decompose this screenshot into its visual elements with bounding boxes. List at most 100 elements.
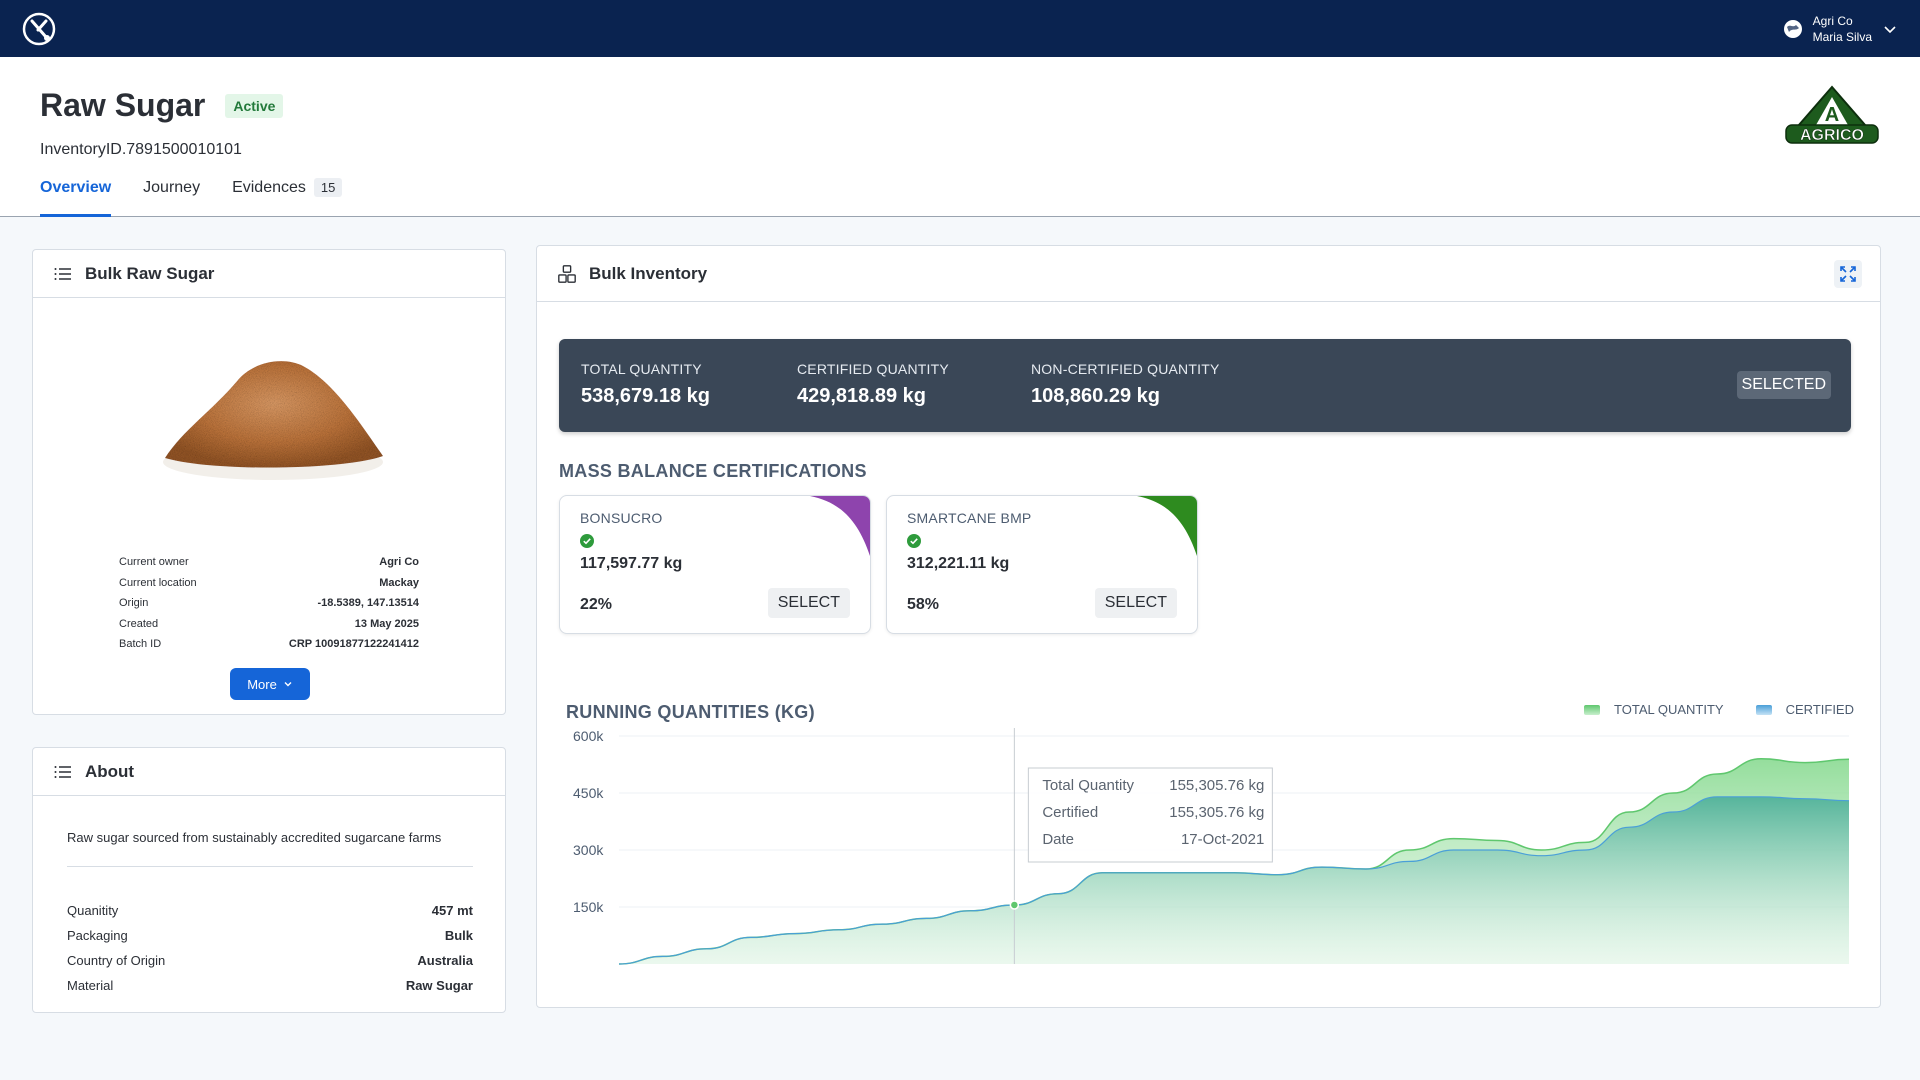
y-tick-label: 150k [573,899,604,915]
tooltip-value: 155,305.76 kg [1169,804,1264,821]
brand-logo-text: AGRICO [1800,127,1864,144]
bulk-inventory-card: Bulk Inventory TOTAL QUANTITY 538,679.18… [536,245,1881,1008]
detail-value: CRP 10091877122241412 [288,638,419,650]
y-tick-label: 600k [573,728,604,744]
check-circle-icon [580,534,594,548]
detail-label: Current location [119,576,197,589]
detail-row: Current owner Agri Co [119,552,419,573]
quantity-summary-banner[interactable]: TOTAL QUANTITY 538,679.18 kg CERTIFIED Q… [559,339,1851,432]
about-row: Packaging Bulk [67,923,473,948]
about-card: About Raw sugar sourced from sustainably… [32,747,506,1013]
cert-corner-accent [810,496,870,556]
agrico-brand-logo: A AGRICO [1785,85,1879,144]
chart-tooltip: Total Quantity 155,305.76 kg Certified 155,… [1027,767,1273,863]
tooltip-label: Total Quantity [1042,777,1134,794]
legend-label: TOTAL QUANTITY [1614,702,1724,717]
about-label: Packaging [67,928,128,943]
detail-row: Origin -18.5389, 147.13514 [119,593,419,614]
check-circle-icon [907,534,921,548]
running-quantities-chart[interactable]: 600k 450k 300k 150k Total Quantity 155,305.7… [537,726,1880,1006]
tooltip-value: 17-Oct-2021 [1181,831,1264,848]
cert-card-bonsucro[interactable]: BONSUCRO 117,597.77 kg 22% SELECT [559,495,871,634]
detail-value: Agri Co [379,556,419,568]
cert-corner-accent [1137,496,1197,556]
top-bar: Agri Co Maria Silva [0,0,1920,57]
card-title: Bulk Raw Sugar [85,263,215,283]
y-tick-label: 300k [573,842,604,858]
page-title: Raw Sugar [40,87,206,123]
page-header: Raw Sugar Active InventoryID.78915000101… [0,57,1920,217]
total-quantity-summary: TOTAL QUANTITY 538,679.18 kg [581,361,710,408]
tooltip-box [1027,767,1273,863]
summary-value: 538,679.18 kg [581,385,710,407]
chart-title: RUNNING QUANTITIES (KG) [566,702,815,722]
select-button[interactable]: SELECT [767,588,850,618]
detail-label: Created [119,617,159,630]
chevron-down-icon [284,682,292,687]
about-table: Quanitity 457 mt Packaging Bulk Country of… [67,898,473,998]
tooltip-label: Certified [1042,804,1098,821]
hover-point [1009,900,1020,910]
area-certified [619,796,1849,964]
tooltip-label: Date [1042,831,1074,848]
tab-overview[interactable]: Overview [40,179,112,217]
tab-evidences[interactable]: Evidences 15 [232,178,343,217]
about-description: Raw sugar sourced from sustainably accre… [67,830,442,845]
card-title: About [85,761,135,781]
about-row: Quanitity 457 mt [67,898,473,923]
user-menu[interactable]: Agri Co Maria Silva [1783,12,1898,46]
user-org: Agri Co [1812,14,1853,28]
cert-name: BONSUCRO [580,510,663,526]
detail-label: Origin [119,597,149,609]
tab-bar: Overview Journey Evidences 15 [40,178,343,217]
expand-button[interactable] [1834,260,1862,288]
non-certified-quantity-summary: NON-CERTIFIED QUANTITY 108,860.29 kg [1031,361,1219,408]
cert-quantity: 312,221.11 kg [907,555,1010,572]
org-globe-icon [1783,20,1802,38]
about-value: Bulk [444,928,473,943]
about-label: Quanitity [67,903,119,918]
divider [67,866,473,867]
raw-sugar-image [163,361,383,480]
detail-label: Batch ID [119,638,162,650]
card-title: Bulk Inventory [589,263,708,283]
tab-label: Evidences [232,179,306,196]
y-tick-label: 450k [573,785,604,801]
about-value: 457 mt [431,903,473,918]
details-table: Current owner Agri Co Current location Mac… [119,552,419,655]
about-row: Country of Origin Australia [67,948,473,973]
summary-label: CERTIFIED QUANTITY [797,361,949,377]
detail-value: 13 May 2025 [354,617,419,630]
about-label: Country of Origin [67,953,166,968]
user-name: Maria Silva [1812,30,1872,44]
cert-card-smartcane-bmp[interactable]: SMARTCANE BMP 312,221.11 kg 58% SELECT [886,495,1198,634]
user-info: Agri Co Maria Silva [1813,13,1872,45]
tab-label: Overview [40,179,112,196]
selected-button[interactable]: SELECTED [1736,371,1831,399]
more-button[interactable]: More [230,668,310,700]
summary-value: 108,860.29 kg [1031,385,1160,407]
svg-text:A: A [1825,104,1839,126]
list-icon [54,267,71,280]
summary-value: 429,818.89 kg [797,385,926,407]
bulk-raw-sugar-card: Bulk Raw Sugar Current owner Agri Co Curr… [32,249,506,715]
tab-journey[interactable]: Journey [143,179,200,217]
about-value: Raw Sugar [405,978,473,993]
tab-label: Journey [143,179,201,196]
summary-label: NON-CERTIFIED QUANTITY [1031,361,1220,377]
legend-item-total[interactable]: TOTAL QUANTITY [1584,702,1724,717]
about-value: Australia [417,953,473,968]
legend-item-certified[interactable]: CERTIFIED [1755,702,1854,717]
app-logo-icon[interactable] [22,12,56,46]
detail-row: Created 13 May 2025 [119,614,419,635]
legend-label: CERTIFIED [1785,702,1854,717]
more-button-label: More [247,676,277,692]
summary-label: TOTAL QUANTITY [581,361,702,377]
detail-value: -18.5389, 147.13514 [317,597,419,609]
boxes-icon [558,264,576,283]
select-button[interactable]: SELECT [1094,588,1177,618]
cert-percent: 22% [580,596,613,613]
chevron-down-icon[interactable] [1882,21,1898,37]
cert-name: SMARTCANE BMP [907,510,1032,526]
cert-percent: 58% [907,596,940,613]
